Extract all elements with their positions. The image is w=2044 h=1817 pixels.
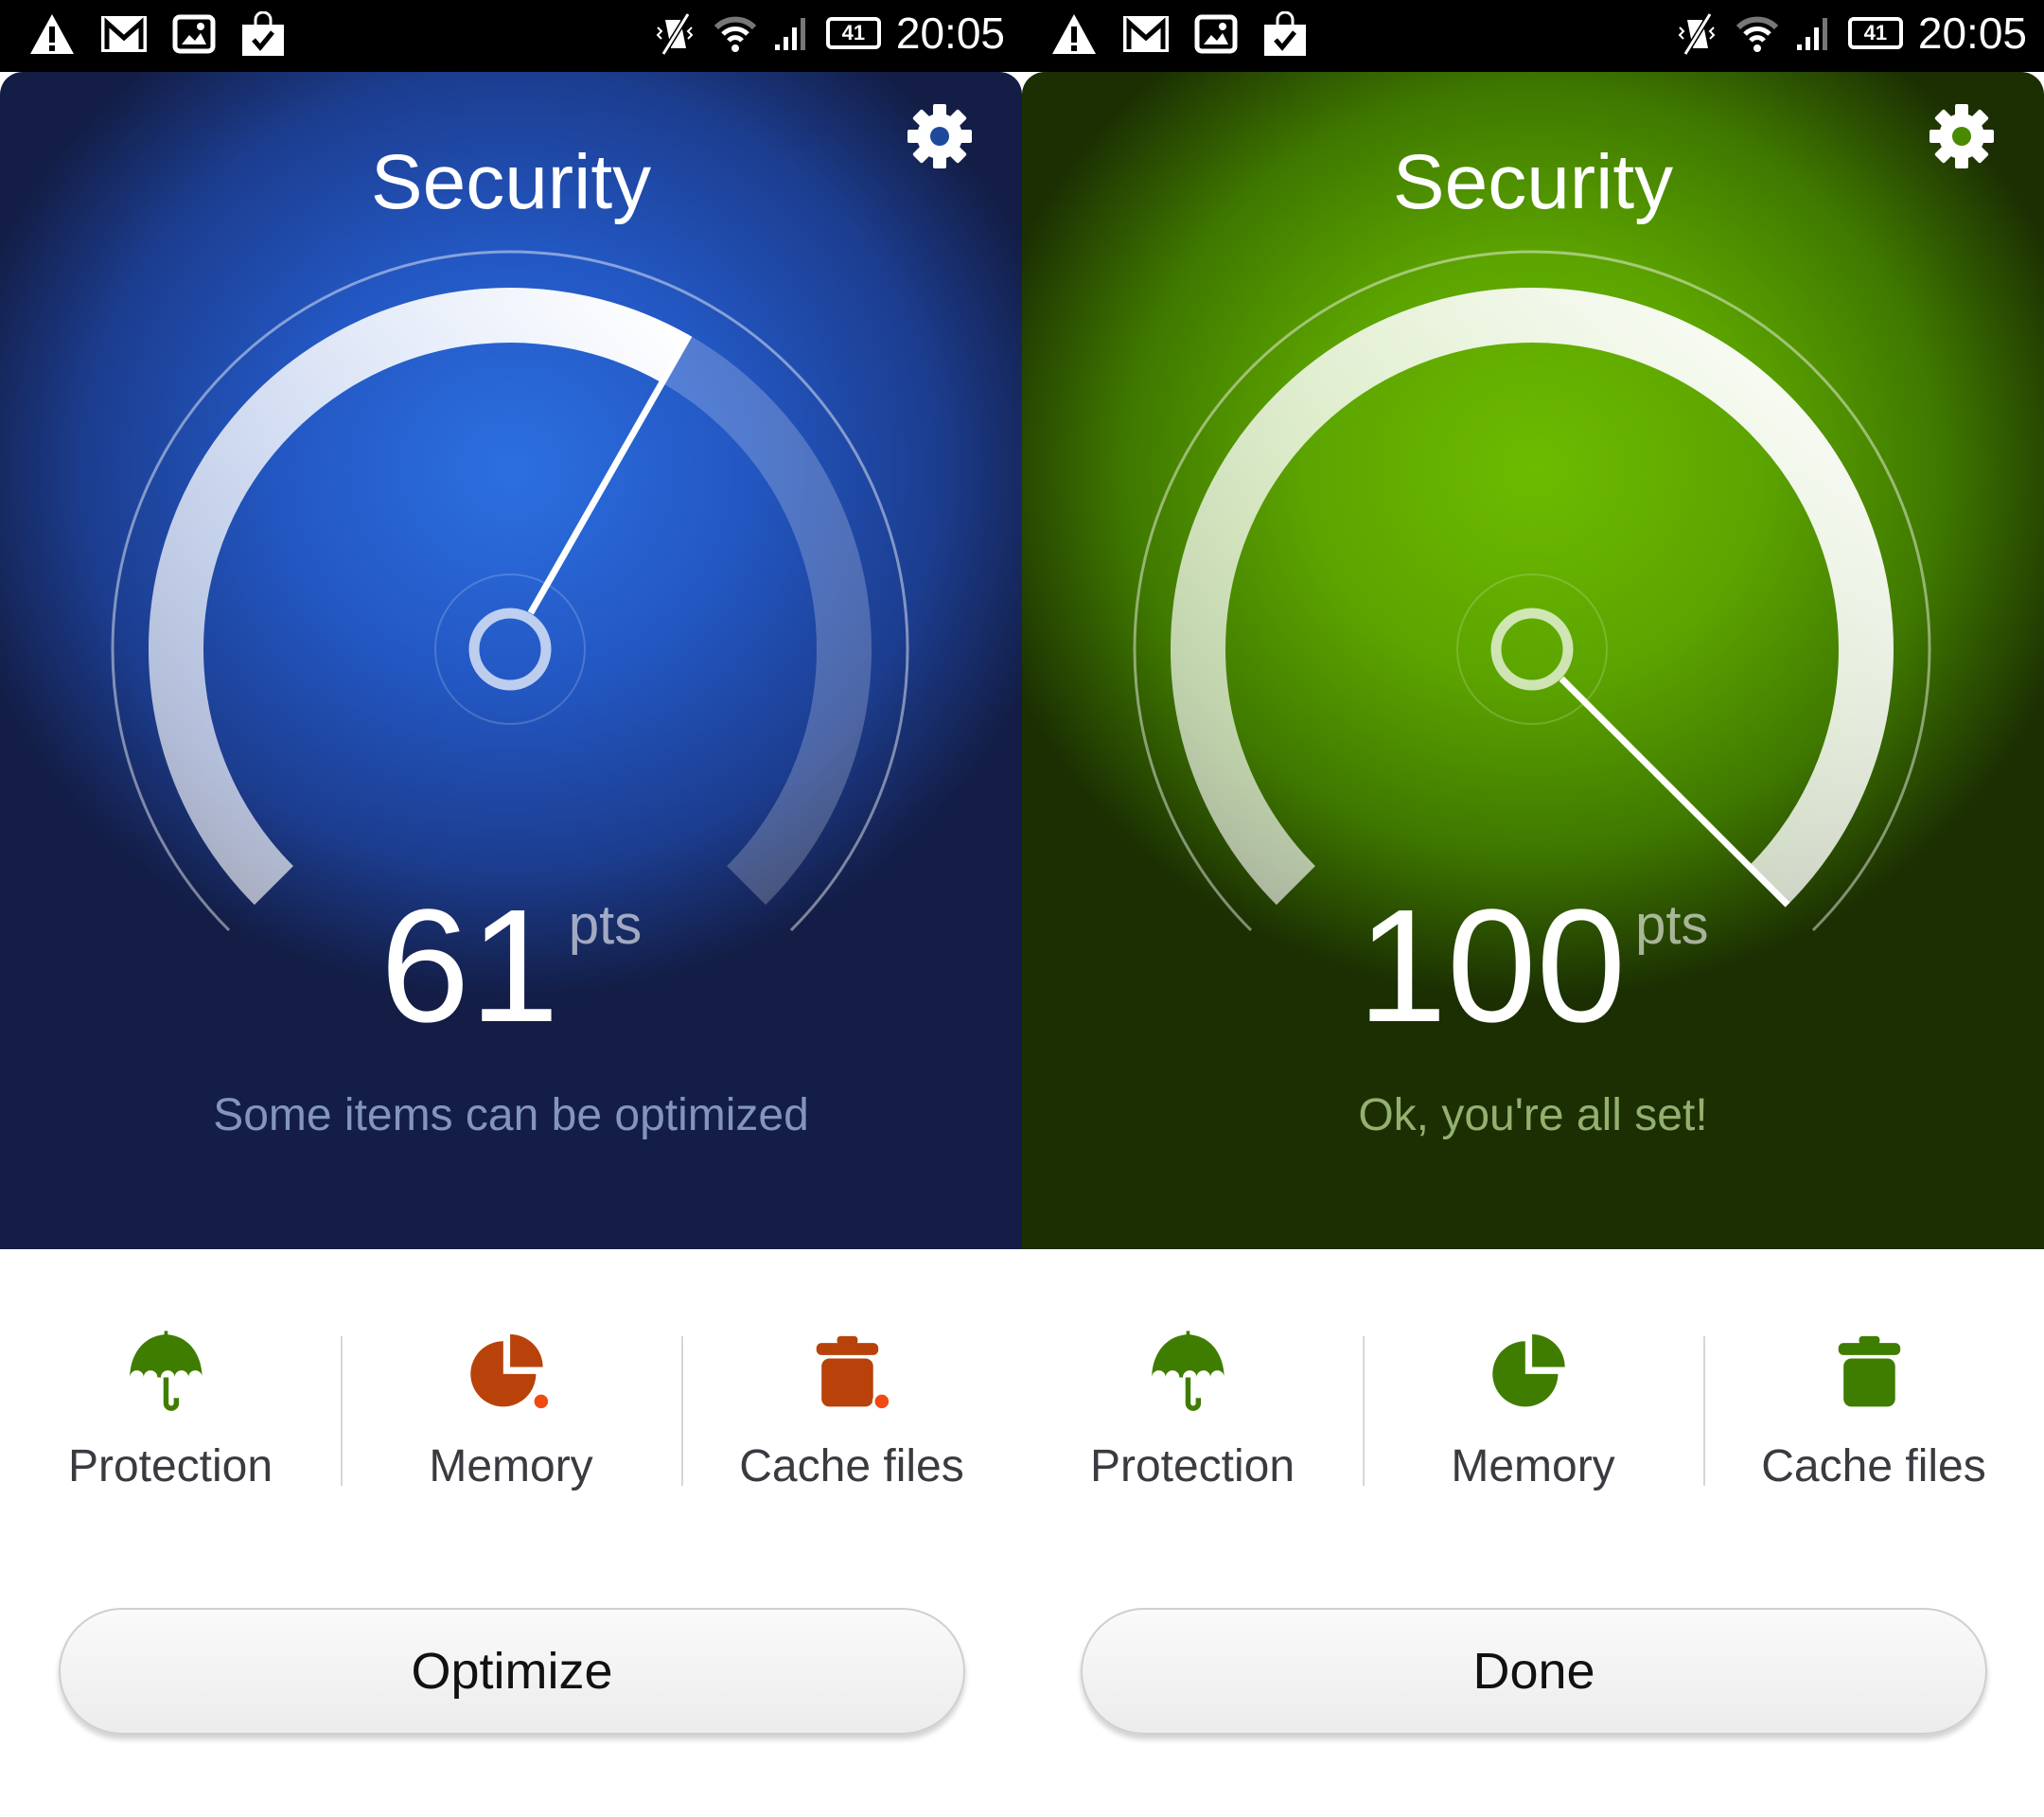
- status-message: Ok, you're all set!: [1358, 1090, 1708, 1140]
- umbrella-icon: [1152, 1331, 1225, 1411]
- score-value: 61: [379, 876, 559, 1056]
- score-value: 100: [1357, 876, 1627, 1056]
- signal-icon: [774, 18, 805, 50]
- gallery-icon: [1194, 14, 1238, 54]
- category-memory[interactable]: Memory: [341, 1325, 681, 1495]
- category-protection[interactable]: Protection: [1022, 1325, 1363, 1495]
- category-cache-files[interactable]: Cache files: [681, 1325, 1022, 1495]
- security-panel-green: 41 20:05 Security 100 pts Ok, you're all …: [1022, 0, 2044, 1817]
- score-unit: pts: [568, 894, 643, 956]
- clock: 20:05: [895, 9, 1005, 58]
- trash-icon: [816, 1335, 891, 1411]
- category-label: Cache files: [739, 1441, 964, 1491]
- status-message: Some items can be optimized: [213, 1090, 809, 1140]
- category-memory[interactable]: Memory: [1363, 1325, 1703, 1495]
- category-protection[interactable]: Protection: [0, 1325, 341, 1495]
- category-cache-files[interactable]: Cache files: [1703, 1325, 2044, 1495]
- warning-icon: [30, 14, 74, 54]
- gauge-outer-ring: [111, 250, 909, 932]
- page-title: Security: [1392, 139, 1674, 225]
- security-panel-blue: 41 20:05 Security 61 pts Some items can b…: [0, 0, 1022, 1735]
- gauge-hub: [1490, 608, 1574, 691]
- gmail-icon: [101, 16, 147, 52]
- page-title: Security: [370, 139, 652, 225]
- security-score-card: Security 61 pts Some items can be optimiz…: [0, 72, 1022, 1249]
- trash-icon: [1838, 1335, 1901, 1407]
- settings-gear-icon[interactable]: [906, 102, 974, 170]
- score-display: 61 pts: [0, 886, 1022, 1047]
- gauge-fill: [149, 288, 690, 906]
- security-score-card: Security 100 pts Ok, you're all set!: [1022, 72, 2044, 1249]
- settings-gear-icon[interactable]: [1928, 102, 1996, 170]
- gauge-hub: [468, 608, 552, 691]
- shopping-bag-check-icon: [1264, 11, 1306, 56]
- gmail-icon: [1123, 16, 1169, 52]
- battery-icon: 41: [825, 17, 881, 49]
- score-gauge: [111, 250, 909, 932]
- category-row: Protection Memory Cache files: [0, 1325, 1022, 1495]
- category-label: Protection: [1089, 1441, 1295, 1491]
- gauge-needle: [1559, 676, 1790, 908]
- wifi-icon: [714, 16, 757, 52]
- pie-chart-icon: [1492, 1334, 1565, 1407]
- battery-level: 41: [841, 21, 866, 44]
- vibrate-off-icon: [1678, 12, 1716, 56]
- battery-icon: 41: [1847, 17, 1903, 49]
- status-bar: 41 20:05: [0, 0, 1022, 72]
- status-bar: 41 20:05: [1022, 0, 2044, 72]
- vibrate-off-icon: [656, 12, 694, 56]
- gauge-needle: [527, 333, 693, 615]
- optimize-button[interactable]: Optimize: [59, 1608, 965, 1735]
- done-button[interactable]: Done: [1081, 1608, 1987, 1735]
- signal-icon: [1796, 18, 1827, 50]
- category-row: Protection Memory Cache files: [1022, 1325, 2044, 1495]
- battery-level: 41: [1863, 21, 1888, 44]
- category-label: Memory: [1451, 1441, 1615, 1491]
- score-display: 100 pts: [1022, 886, 2044, 1047]
- gauge-hub-halo: [1456, 573, 1608, 725]
- score-unit: pts: [1635, 894, 1709, 956]
- gauge-hub-halo: [434, 573, 586, 725]
- gauge-fill: [1171, 288, 1894, 906]
- score-gauge: [1133, 250, 1931, 932]
- category-label: Memory: [429, 1441, 593, 1491]
- pie-chart-icon: [470, 1334, 551, 1411]
- wifi-icon: [1736, 16, 1779, 52]
- category-label: Protection: [67, 1441, 273, 1491]
- gallery-icon: [172, 14, 216, 54]
- category-label: Cache files: [1761, 1441, 1986, 1491]
- warning-icon: [1052, 14, 1096, 54]
- umbrella-icon: [130, 1331, 203, 1411]
- clock: 20:05: [1917, 9, 2027, 58]
- shopping-bag-check-icon: [242, 11, 284, 56]
- gauge-outer-ring: [1133, 250, 1931, 932]
